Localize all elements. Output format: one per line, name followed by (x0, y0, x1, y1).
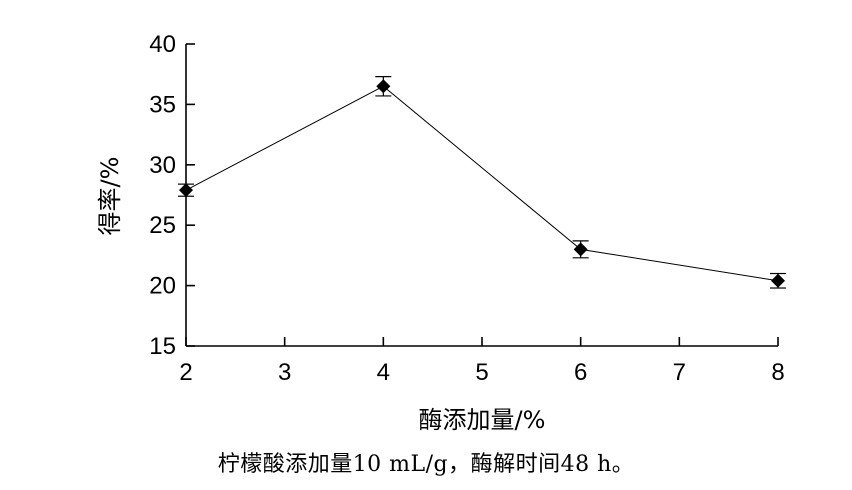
x-tick-label: 6 (574, 359, 587, 386)
x-tick-label: 2 (179, 359, 192, 386)
y-tick-label: 35 (149, 91, 176, 118)
chart-series (178, 76, 786, 289)
x-tick-label: 3 (278, 359, 291, 386)
x-tick-label: 8 (771, 359, 784, 386)
x-tick-label: 5 (475, 359, 488, 386)
data-point-marker (376, 79, 391, 94)
chart: 15 20 25 30 35 40 2 3 4 5 6 7 8 酶添加量/% 得率/% (96, 31, 786, 434)
x-tick-label: 4 (377, 359, 390, 386)
data-point-marker (179, 183, 193, 198)
chart-ticks: 15 20 25 30 35 40 2 3 4 5 6 7 8 (149, 31, 784, 386)
y-tick-label: 20 (149, 273, 176, 300)
y-tick-label: 40 (149, 31, 176, 58)
x-tick-label: 7 (673, 359, 686, 386)
data-point-marker (771, 273, 785, 288)
y-tick-label: 25 (149, 212, 176, 239)
y-tick-label: 30 (149, 152, 176, 179)
chart-axes (185, 44, 778, 347)
data-point-marker (573, 242, 588, 257)
series-line (185, 85, 779, 282)
y-axis-title: 得率/% (96, 157, 124, 236)
y-tick-label: 15 (149, 333, 176, 360)
figure-caption: 柠檬酸添加量10 mL/g，酶解时间48 h。 (217, 452, 635, 477)
x-axis-title: 酶添加量/% (419, 406, 546, 434)
